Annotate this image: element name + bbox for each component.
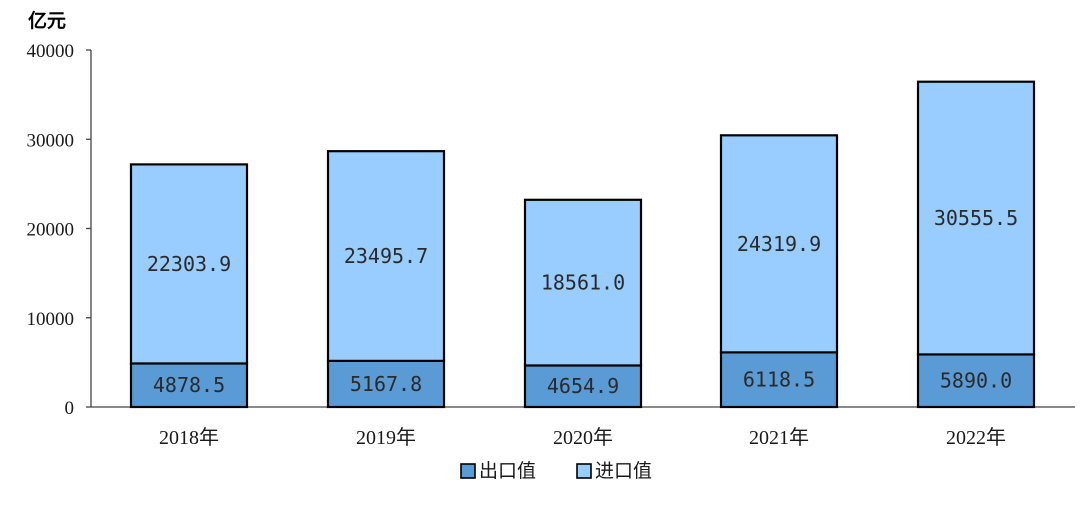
x-tick-label: 2020年 (553, 426, 613, 449)
bar-value-label: 4878.5 (153, 373, 225, 397)
bar-value-label: 18561.0 (541, 271, 625, 295)
bar-export (326, 359, 446, 409)
y-tick-marks (86, 49, 91, 408)
x-tick-label: 2021年 (749, 426, 809, 449)
x-tick-label: 2018年 (159, 426, 219, 449)
legend-label-export: 出口值 (479, 460, 536, 482)
legend-swatch-import (576, 463, 592, 479)
bar-group (129, 80, 1036, 409)
legend: 出口值 进口值 (460, 460, 652, 482)
bar-export (719, 351, 839, 409)
bar-export (129, 362, 249, 409)
y-tick-label: 30000 (27, 130, 75, 151)
bar-value-label: 24319.9 (737, 232, 821, 256)
value-labels: 4878.5 5167.8 4654.9 6118.5 5890.0 22303… (147, 206, 1018, 398)
y-unit-label: 亿元 (28, 9, 66, 32)
bar-value-label: 23495.7 (344, 244, 428, 268)
bar-import (326, 150, 446, 362)
y-tick-label: 40000 (27, 41, 75, 62)
x-tick-label: 2022年 (946, 426, 1006, 449)
bar-value-label: 22303.9 (147, 252, 231, 276)
bar-import (719, 134, 839, 354)
bar-value-label: 5890.0 (940, 369, 1012, 393)
legend-label-import: 进口值 (595, 460, 652, 482)
legend-swatch-export (460, 463, 476, 479)
x-tick-labels: 2018年 2019年 2020年 2021年 2022年 (159, 426, 1006, 449)
y-tick-label: 0 (65, 398, 75, 419)
y-tick-label: 10000 (27, 309, 75, 330)
bar-export (523, 364, 643, 409)
bar-value-label: 5167.8 (350, 372, 422, 396)
bar-export (916, 353, 1036, 409)
x-tick-label: 2019年 (356, 426, 416, 449)
bar-value-label: 4654.9 (547, 374, 619, 398)
bar-value-label: 30555.5 (934, 206, 1018, 230)
bar-value-label: 6118.5 (743, 368, 815, 392)
bar-import (129, 163, 249, 365)
y-tick-labels: 0 10000 20000 30000 40000 (27, 41, 75, 419)
y-tick-label: 20000 (27, 220, 75, 241)
bar-import (523, 198, 643, 367)
bar-import (916, 80, 1036, 356)
